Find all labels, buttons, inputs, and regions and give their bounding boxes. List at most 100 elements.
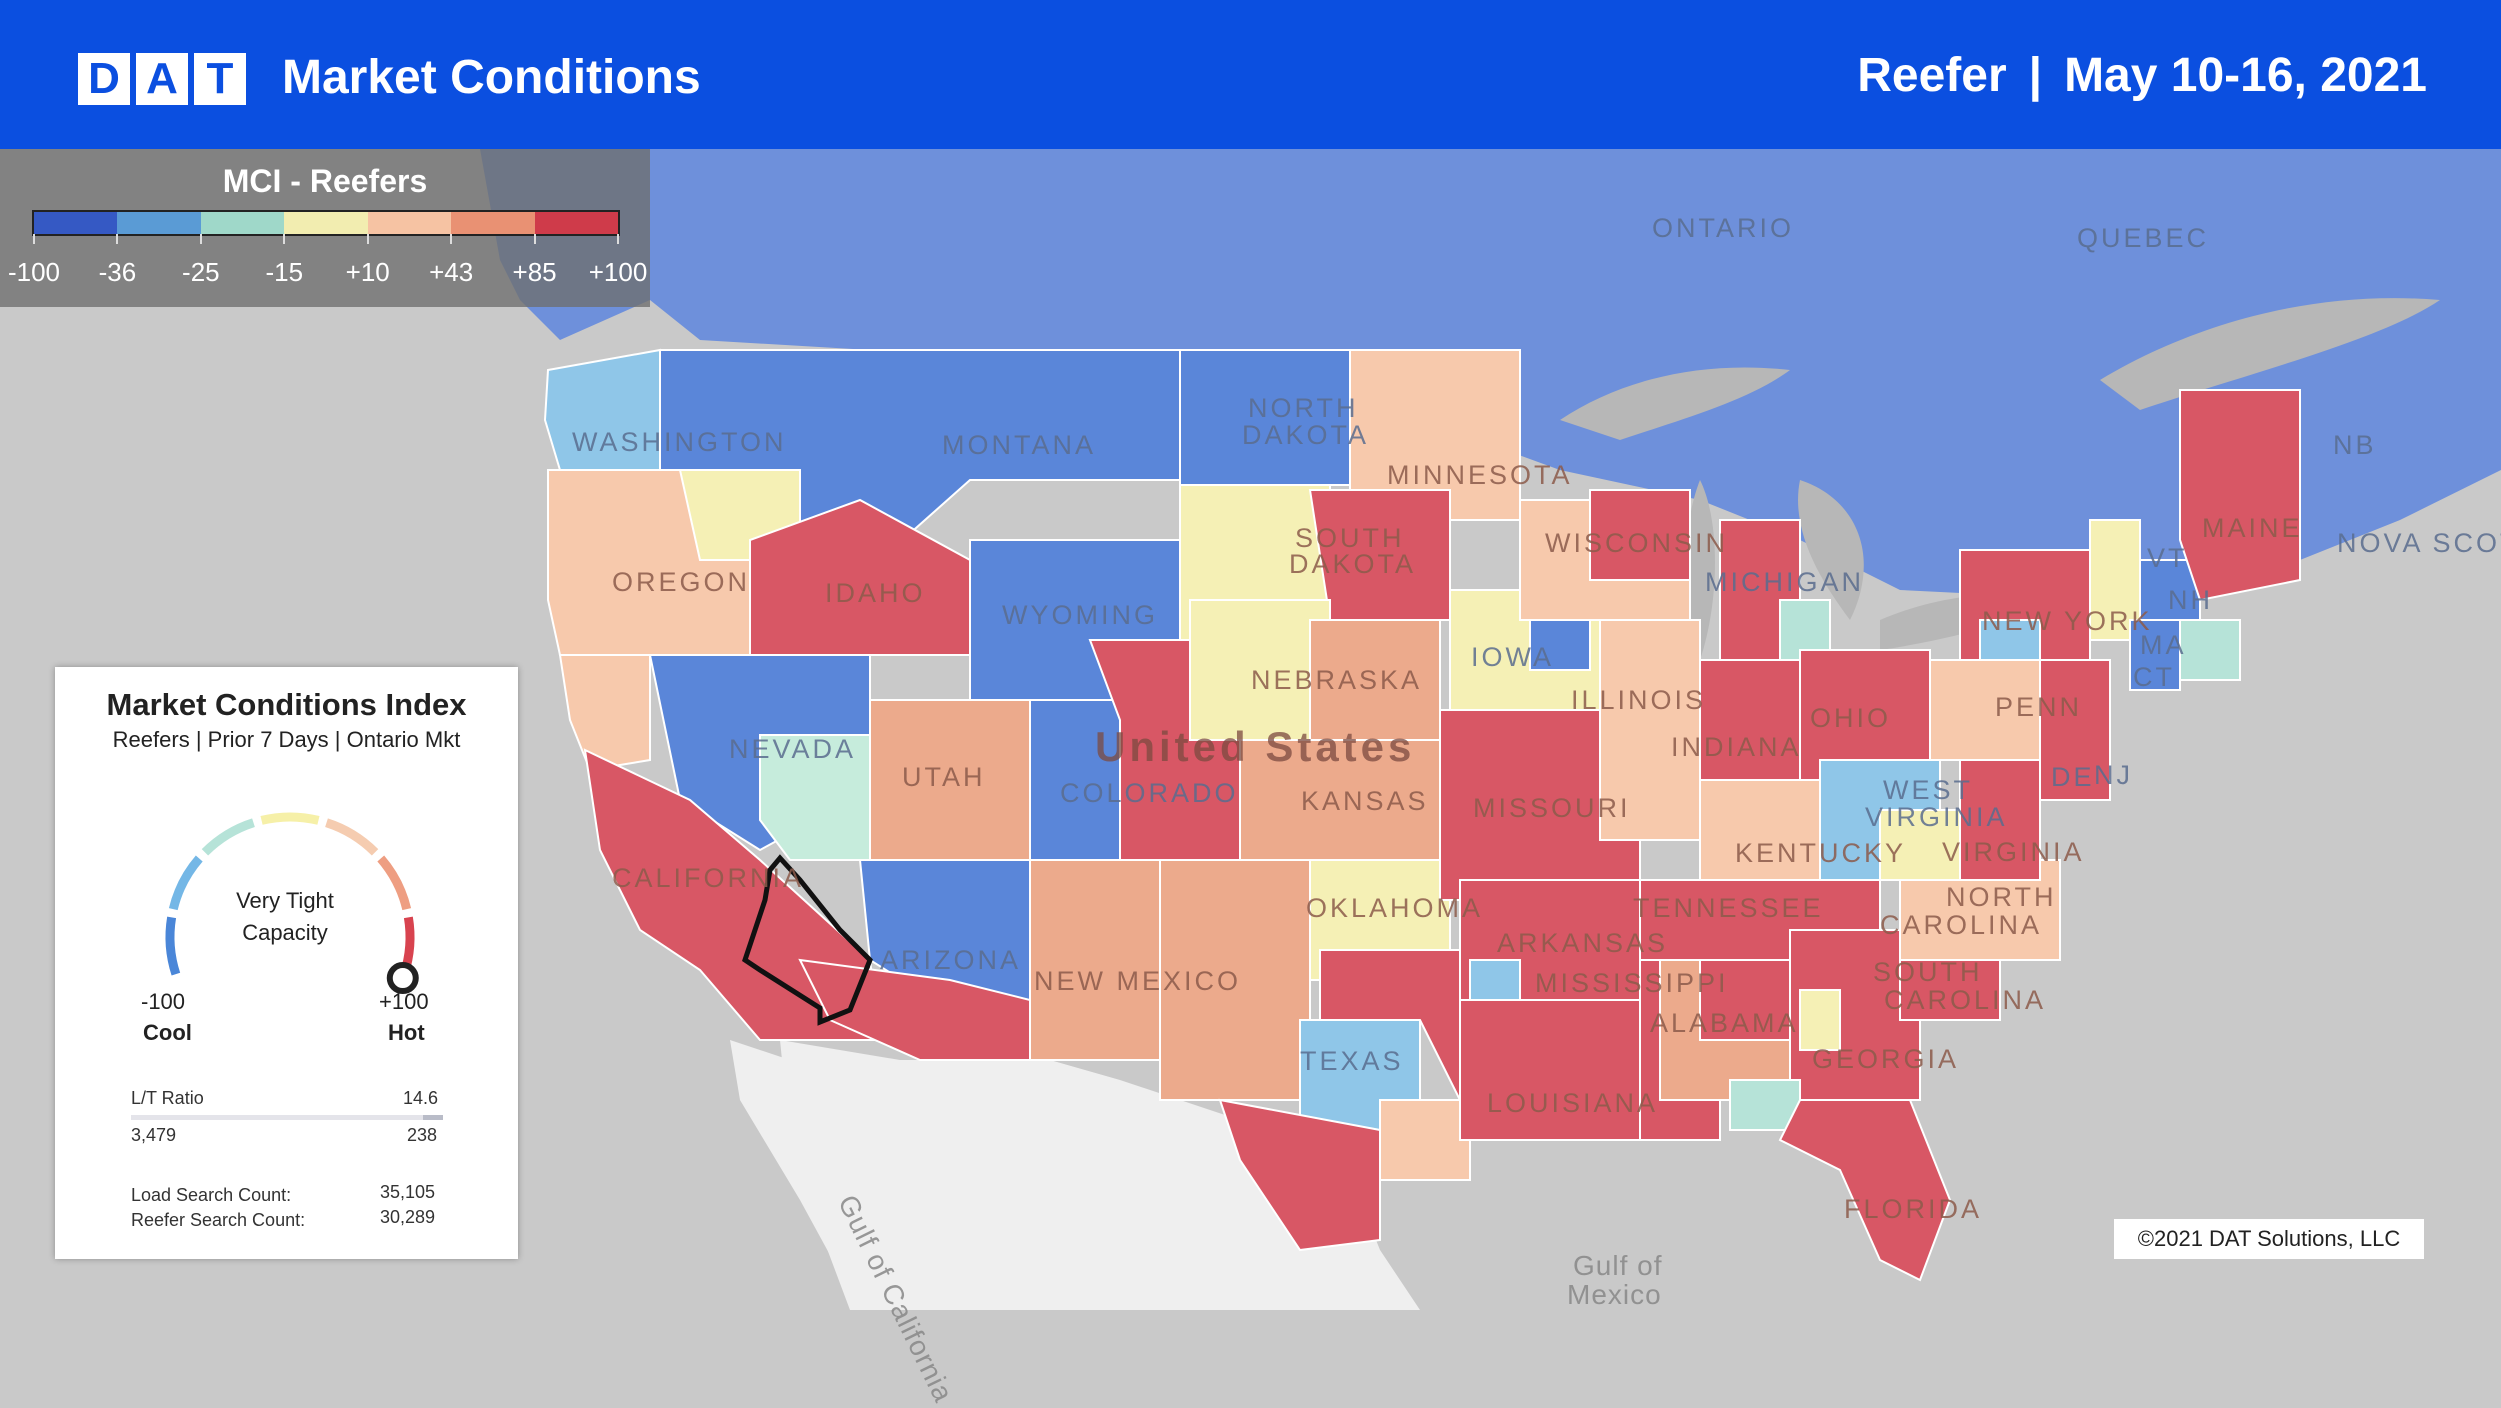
label-new-york: NEW YORK (1982, 606, 2153, 636)
label-wisconsin: WISCONSIN (1545, 528, 1729, 558)
logo-letter: D (78, 53, 130, 105)
region-ma-ct (2129, 619, 2181, 691)
label-idaho: IDAHO (825, 578, 926, 608)
legend-tick (533, 234, 536, 244)
legend-label: +10 (345, 257, 390, 287)
region-wisconsin-red (1589, 489, 1691, 581)
label-florida: FLORIDA (1844, 1194, 1983, 1224)
label-ohio: OHIO (1810, 703, 1892, 733)
gauge-segment (168, 855, 203, 911)
mexico-land (780, 1040, 1420, 1310)
label-united-states: United States (1095, 723, 1416, 770)
label-ma: MA (2140, 630, 2187, 660)
equipment-type: Reefer (1857, 49, 2007, 102)
legend-swatch (284, 212, 368, 234)
label-nb: NB (2333, 430, 2377, 460)
label-oregon: OREGON (612, 567, 751, 597)
legend-label: -36 (98, 257, 137, 287)
page-title: Market Conditions (282, 51, 701, 104)
header-right: Reefer | May 10-16, 2021 (1857, 48, 2427, 103)
label-west-virginia-1: WEST (1883, 775, 1973, 805)
label-kansas: KANSAS (1301, 786, 1429, 816)
lt-ratio-trucks-fill (423, 1115, 443, 1120)
region-texas-east (1319, 949, 1461, 1101)
date-range: May 10-16, 2021 (2064, 49, 2427, 102)
legend-label: -100 (7, 257, 61, 287)
copyright-notice: ©2021 DAT Solutions, LLC (2114, 1219, 2424, 1259)
load-count: 3,479 (131, 1125, 177, 1145)
st-lawrence (2100, 298, 2440, 410)
region-la-blue (1469, 959, 1521, 1001)
legend-swatch (117, 212, 201, 234)
label-virginia: VIRGINIA (1942, 837, 2085, 867)
label-west-virginia-2: VIRGINIA (1865, 802, 2008, 832)
legend-tick (33, 234, 35, 244)
label-texas: TEXAS (1300, 1046, 1404, 1076)
legend-title: MCI - Reefers (222, 163, 428, 199)
label-tennessee: TENNESSEE (1633, 893, 1824, 923)
lt-ratio-value: 14.6 (403, 1088, 439, 1108)
label-ontario: ONTARIO (1652, 213, 1794, 243)
label-gulf-of-mexico-1: Gulf of (1573, 1250, 1663, 1281)
gauge-status-line2: Capacity (242, 920, 328, 945)
baja-land (730, 1040, 900, 1310)
gauge-segment (325, 818, 379, 856)
region-florida (1778, 1099, 1952, 1282)
lt-ratio-bar (131, 1115, 443, 1120)
label-michigan: MICHIGAN (1705, 567, 1864, 597)
label-south-dakota-2: DAKOTA (1289, 549, 1417, 579)
label-gulf-of-mexico-2: Mexico (1567, 1279, 1662, 1310)
legend-label: -15 (265, 257, 304, 287)
legend-color-bar (32, 210, 620, 236)
label-mississippi: MISSISSIPPI (1535, 968, 1729, 998)
header-bar: D A T Market Conditions Reefer | May 10-… (0, 0, 2501, 149)
region-maine (2179, 389, 2301, 602)
legend-swatch (451, 212, 535, 234)
logo-letter: T (194, 53, 246, 105)
label-north-dakota-2: DAKOTA (1242, 420, 1370, 450)
gauge-max-label: Hot (388, 1020, 425, 1045)
label-utah: UTAH (902, 762, 986, 792)
legend-tick (617, 234, 619, 244)
mci-card: Market Conditions Index Reefers | Prior … (55, 667, 518, 1259)
legend-label: +43 (429, 257, 474, 287)
label-north-carolina-1: NORTH (1946, 882, 2057, 912)
gauge-status-line1: Very Tight (236, 888, 334, 913)
gauge-status: Very Tight Capacity (205, 885, 365, 949)
label-south-dakota-1: SOUTH (1295, 523, 1405, 553)
label-vt: VT (2147, 543, 2188, 573)
reefer-mci-map[interactable] (0, 0, 2501, 1310)
truck-search-value: 30,289 (380, 1207, 436, 1227)
region-texas-south (1218, 1098, 1381, 1252)
lake-superior (1560, 367, 1790, 440)
gauge-max-value: +100 (379, 989, 429, 1014)
legend-swatch (200, 212, 285, 234)
region-minnesota (1349, 349, 1521, 521)
mci-gauge (165, 812, 419, 995)
label-california: CALIFORNIA (612, 863, 805, 893)
label-south-carolina-1: SOUTH (1873, 957, 1983, 987)
truck-count: 238 (407, 1125, 438, 1145)
legend-tick (450, 234, 453, 244)
region-louisiana (1459, 999, 1641, 1141)
label-north-dakota-1: NORTH (1248, 393, 1359, 423)
label-minnesota: MINNESOTA (1387, 460, 1573, 490)
legend-label: +100 (588, 257, 648, 287)
load-search-label: Load Search Count: (131, 1185, 292, 1205)
mci-legend: MCI - Reefers -100 -36 -25 -15 +10 +43 +85 +100 (0, 149, 650, 307)
legend-swatch (367, 212, 452, 234)
ontario-market-outline[interactable] (742, 854, 873, 1026)
label-nj: NJ (2094, 760, 2133, 790)
region-nevada-south (759, 734, 871, 861)
label-nova-scotia: NOVA SCOT (2337, 528, 2501, 558)
lake-michigan (1685, 480, 1715, 660)
gauge-segment (201, 818, 255, 856)
region-n-california (558, 654, 651, 772)
label-ct: CT (2133, 662, 2175, 692)
label-maine: MAINE (2202, 513, 2303, 543)
header-separator: | (2028, 49, 2043, 102)
legend-swatch (34, 212, 118, 234)
label-nebraska: NEBRASKA (1251, 665, 1423, 695)
label-nh: NH (2168, 585, 2213, 615)
card-subtitle: Reefers | Prior 7 Days | Ontario Mkt (112, 727, 461, 752)
